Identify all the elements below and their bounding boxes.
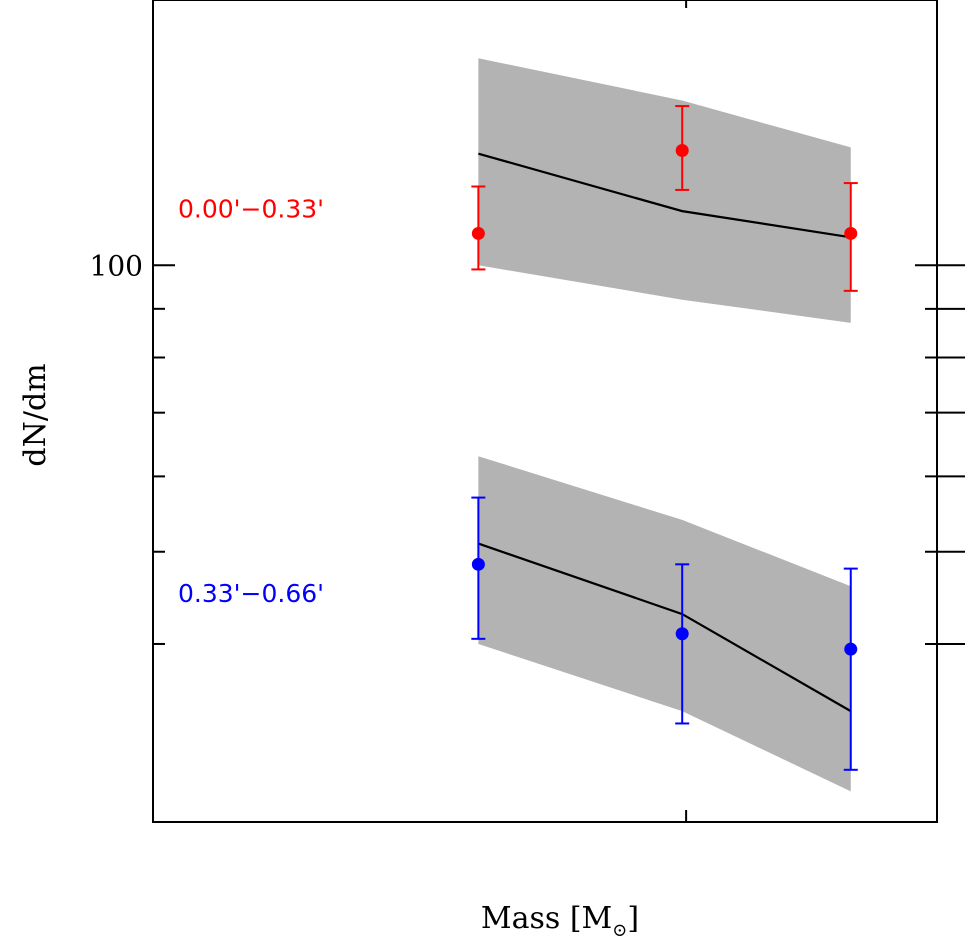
model-bands bbox=[478, 58, 851, 792]
tick-labels: 100 bbox=[90, 249, 143, 282]
x-axis-label: Mass [M⊙] bbox=[481, 901, 639, 938]
data-point bbox=[675, 627, 689, 641]
axis-ticks bbox=[153, 0, 965, 822]
data-point bbox=[844, 642, 858, 656]
y-tick-label: 100 bbox=[90, 249, 143, 282]
data-point bbox=[471, 226, 485, 240]
data-point bbox=[844, 226, 858, 240]
data-points bbox=[471, 144, 858, 656]
series-label-0: 0.00'−0.33' bbox=[178, 194, 324, 223]
series-labels: 0.00'−0.33' 0.33'−0.66' bbox=[178, 194, 324, 607]
model-band-0 bbox=[478, 58, 851, 323]
data-point bbox=[471, 557, 485, 571]
data-point bbox=[675, 144, 689, 158]
plot-frame bbox=[152, 0, 938, 823]
model-band-1 bbox=[478, 456, 851, 792]
y-axis-label: dN/dm bbox=[18, 363, 53, 466]
model-line-0 bbox=[478, 152, 851, 239]
series-label-1: 0.33'−0.66' bbox=[178, 579, 324, 608]
